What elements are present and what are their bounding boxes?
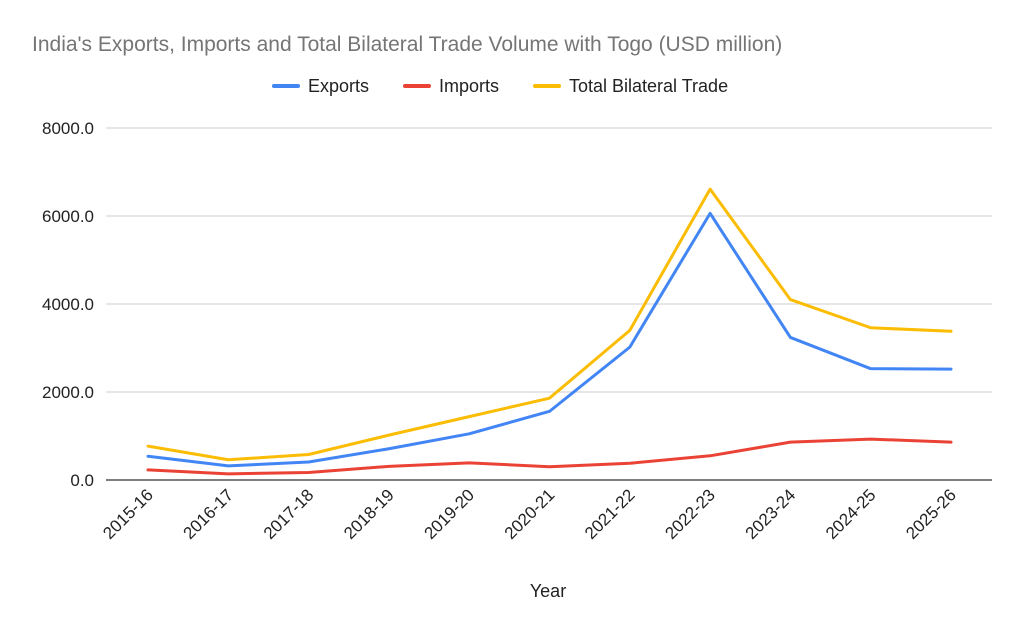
y-tick-label: 8000.0 [42,119,94,138]
y-tick-label: 4000.0 [42,295,94,314]
x-axis-ticks: 2015-16 2016-17 2017-18 2018-19 2019-20 2020-… [99,485,960,543]
legend-label: Imports [439,76,499,96]
x-tick-label: 2018-19 [340,485,398,543]
x-tick-label: 2025-26 [902,485,960,543]
x-tick-label: 2019-20 [420,485,478,543]
x-tick-label: 2016-17 [180,485,238,543]
x-tick-label: 2024-25 [822,485,880,543]
x-tick-label: 2021-22 [581,485,639,543]
chart-title: India's Exports, Imports and Total Bilat… [32,33,782,56]
legend: Exports Imports Total Bilateral Trade [272,76,728,96]
series-line-exports [146,211,953,468]
y-tick-label: 2000.0 [42,383,94,402]
y-tick-label: 6000.0 [42,207,94,226]
legend-label: Exports [308,76,369,96]
x-tick-label: 2020-21 [501,485,559,543]
y-tick-label: 0.0 [70,471,94,490]
x-tick-label: 2022-23 [661,485,719,543]
x-tick-label: 2023-24 [742,485,800,543]
x-tick-label: 2017-18 [260,485,318,543]
x-tick-label: 2015-16 [99,485,157,543]
series-line-total-bilateral-trade [146,187,953,462]
x-axis-title: Year [530,581,566,601]
gridlines [106,127,992,481]
y-axis-ticks: 0.0 2000.0 4000.0 6000.0 8000.0 [42,119,94,490]
legend-label: Total Bilateral Trade [569,76,728,96]
series-lines [146,187,953,476]
series-line-imports [146,437,953,476]
